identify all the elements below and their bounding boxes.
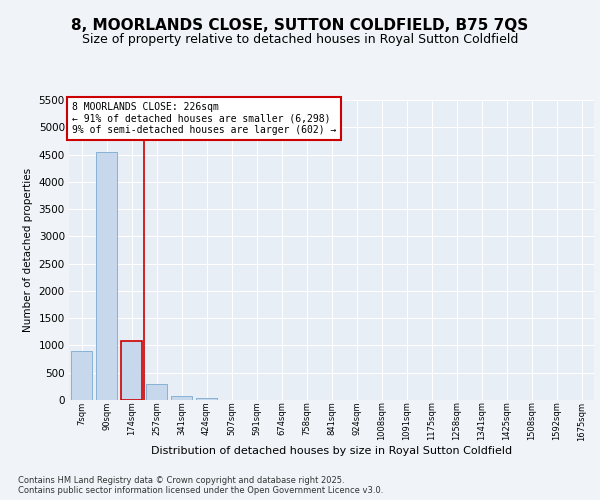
Text: 8 MOORLANDS CLOSE: 226sqm
← 91% of detached houses are smaller (6,298)
9% of sem: 8 MOORLANDS CLOSE: 226sqm ← 91% of detac…: [71, 102, 336, 134]
Bar: [196, 398, 217, 400]
X-axis label: Distribution of detached houses by size in Royal Sutton Coldfield: Distribution of detached houses by size …: [151, 446, 512, 456]
Bar: [146, 384, 167, 400]
Text: Size of property relative to detached houses in Royal Sutton Coldfield: Size of property relative to detached ho…: [82, 32, 518, 46]
Text: 8, MOORLANDS CLOSE, SUTTON COLDFIELD, B75 7QS: 8, MOORLANDS CLOSE, SUTTON COLDFIELD, B7…: [71, 18, 529, 32]
Bar: [96, 152, 117, 400]
Y-axis label: Number of detached properties: Number of detached properties: [23, 168, 33, 332]
Text: Contains HM Land Registry data © Crown copyright and database right 2025.
Contai: Contains HM Land Registry data © Crown c…: [18, 476, 383, 495]
Bar: [121, 341, 142, 400]
Bar: [171, 396, 192, 400]
Bar: [71, 351, 92, 400]
